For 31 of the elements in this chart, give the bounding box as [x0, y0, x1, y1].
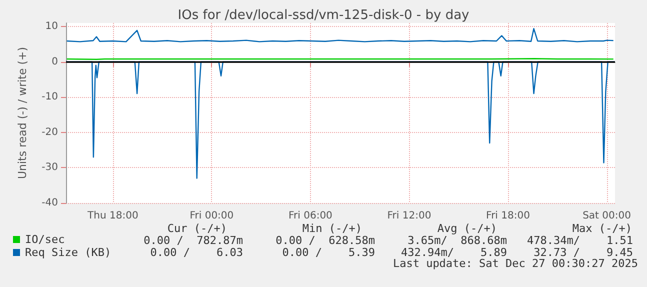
text: 478.34m/ 1.51 [527, 234, 633, 247]
text: 0.00 / 628.58m [276, 234, 376, 247]
text: Min (-/+) [302, 222, 362, 235]
text: 432.94m/ 5.89 [401, 246, 507, 259]
y-tick-label: -20 [42, 126, 58, 138]
text: 3.65m/ 868.68m [408, 234, 508, 247]
y-tick-label: 10 [45, 21, 58, 32]
text: Max (-/+) [572, 222, 632, 235]
text: Cur (-/+) [167, 222, 227, 235]
y-tick-label: -30 [42, 162, 58, 174]
x-tick-label: Sat 00:00 [582, 210, 631, 222]
text: 0.00 / 782.87m [144, 234, 244, 247]
text: 0.00 / 6.03 [150, 246, 243, 259]
text: 0.00 / 5.39 [282, 246, 375, 259]
x-tick-label: Thu 18:00 [86, 210, 138, 222]
x-tick-label: Fri 12:00 [387, 210, 432, 222]
x-tick-label: Fri 18:00 [486, 210, 530, 222]
text: Last update: Sat Dec 27 00:30:27 2025 [392, 257, 638, 270]
legend-label: IO/sec [25, 233, 65, 246]
y-axis-title: Units read (-) / write (+) [16, 46, 29, 180]
x-tick-label: Fri 00:00 [190, 210, 234, 222]
text: Avg (-/+) [437, 222, 497, 235]
text: 32.73 / 9.45 [534, 246, 633, 259]
x-tick-label: Fri 06:00 [288, 210, 332, 222]
y-tick-label: -10 [42, 92, 58, 103]
line-series [65, 61, 616, 179]
chart-title: IOs for /dev/local-ssd/vm-125-disk-0 - by day [178, 8, 470, 23]
y-tick-label: 0 [52, 56, 58, 68]
legend-label: Req Size (KB) [25, 246, 112, 259]
y-tick-label: -40 [42, 198, 58, 208]
line-series [66, 28, 614, 42]
